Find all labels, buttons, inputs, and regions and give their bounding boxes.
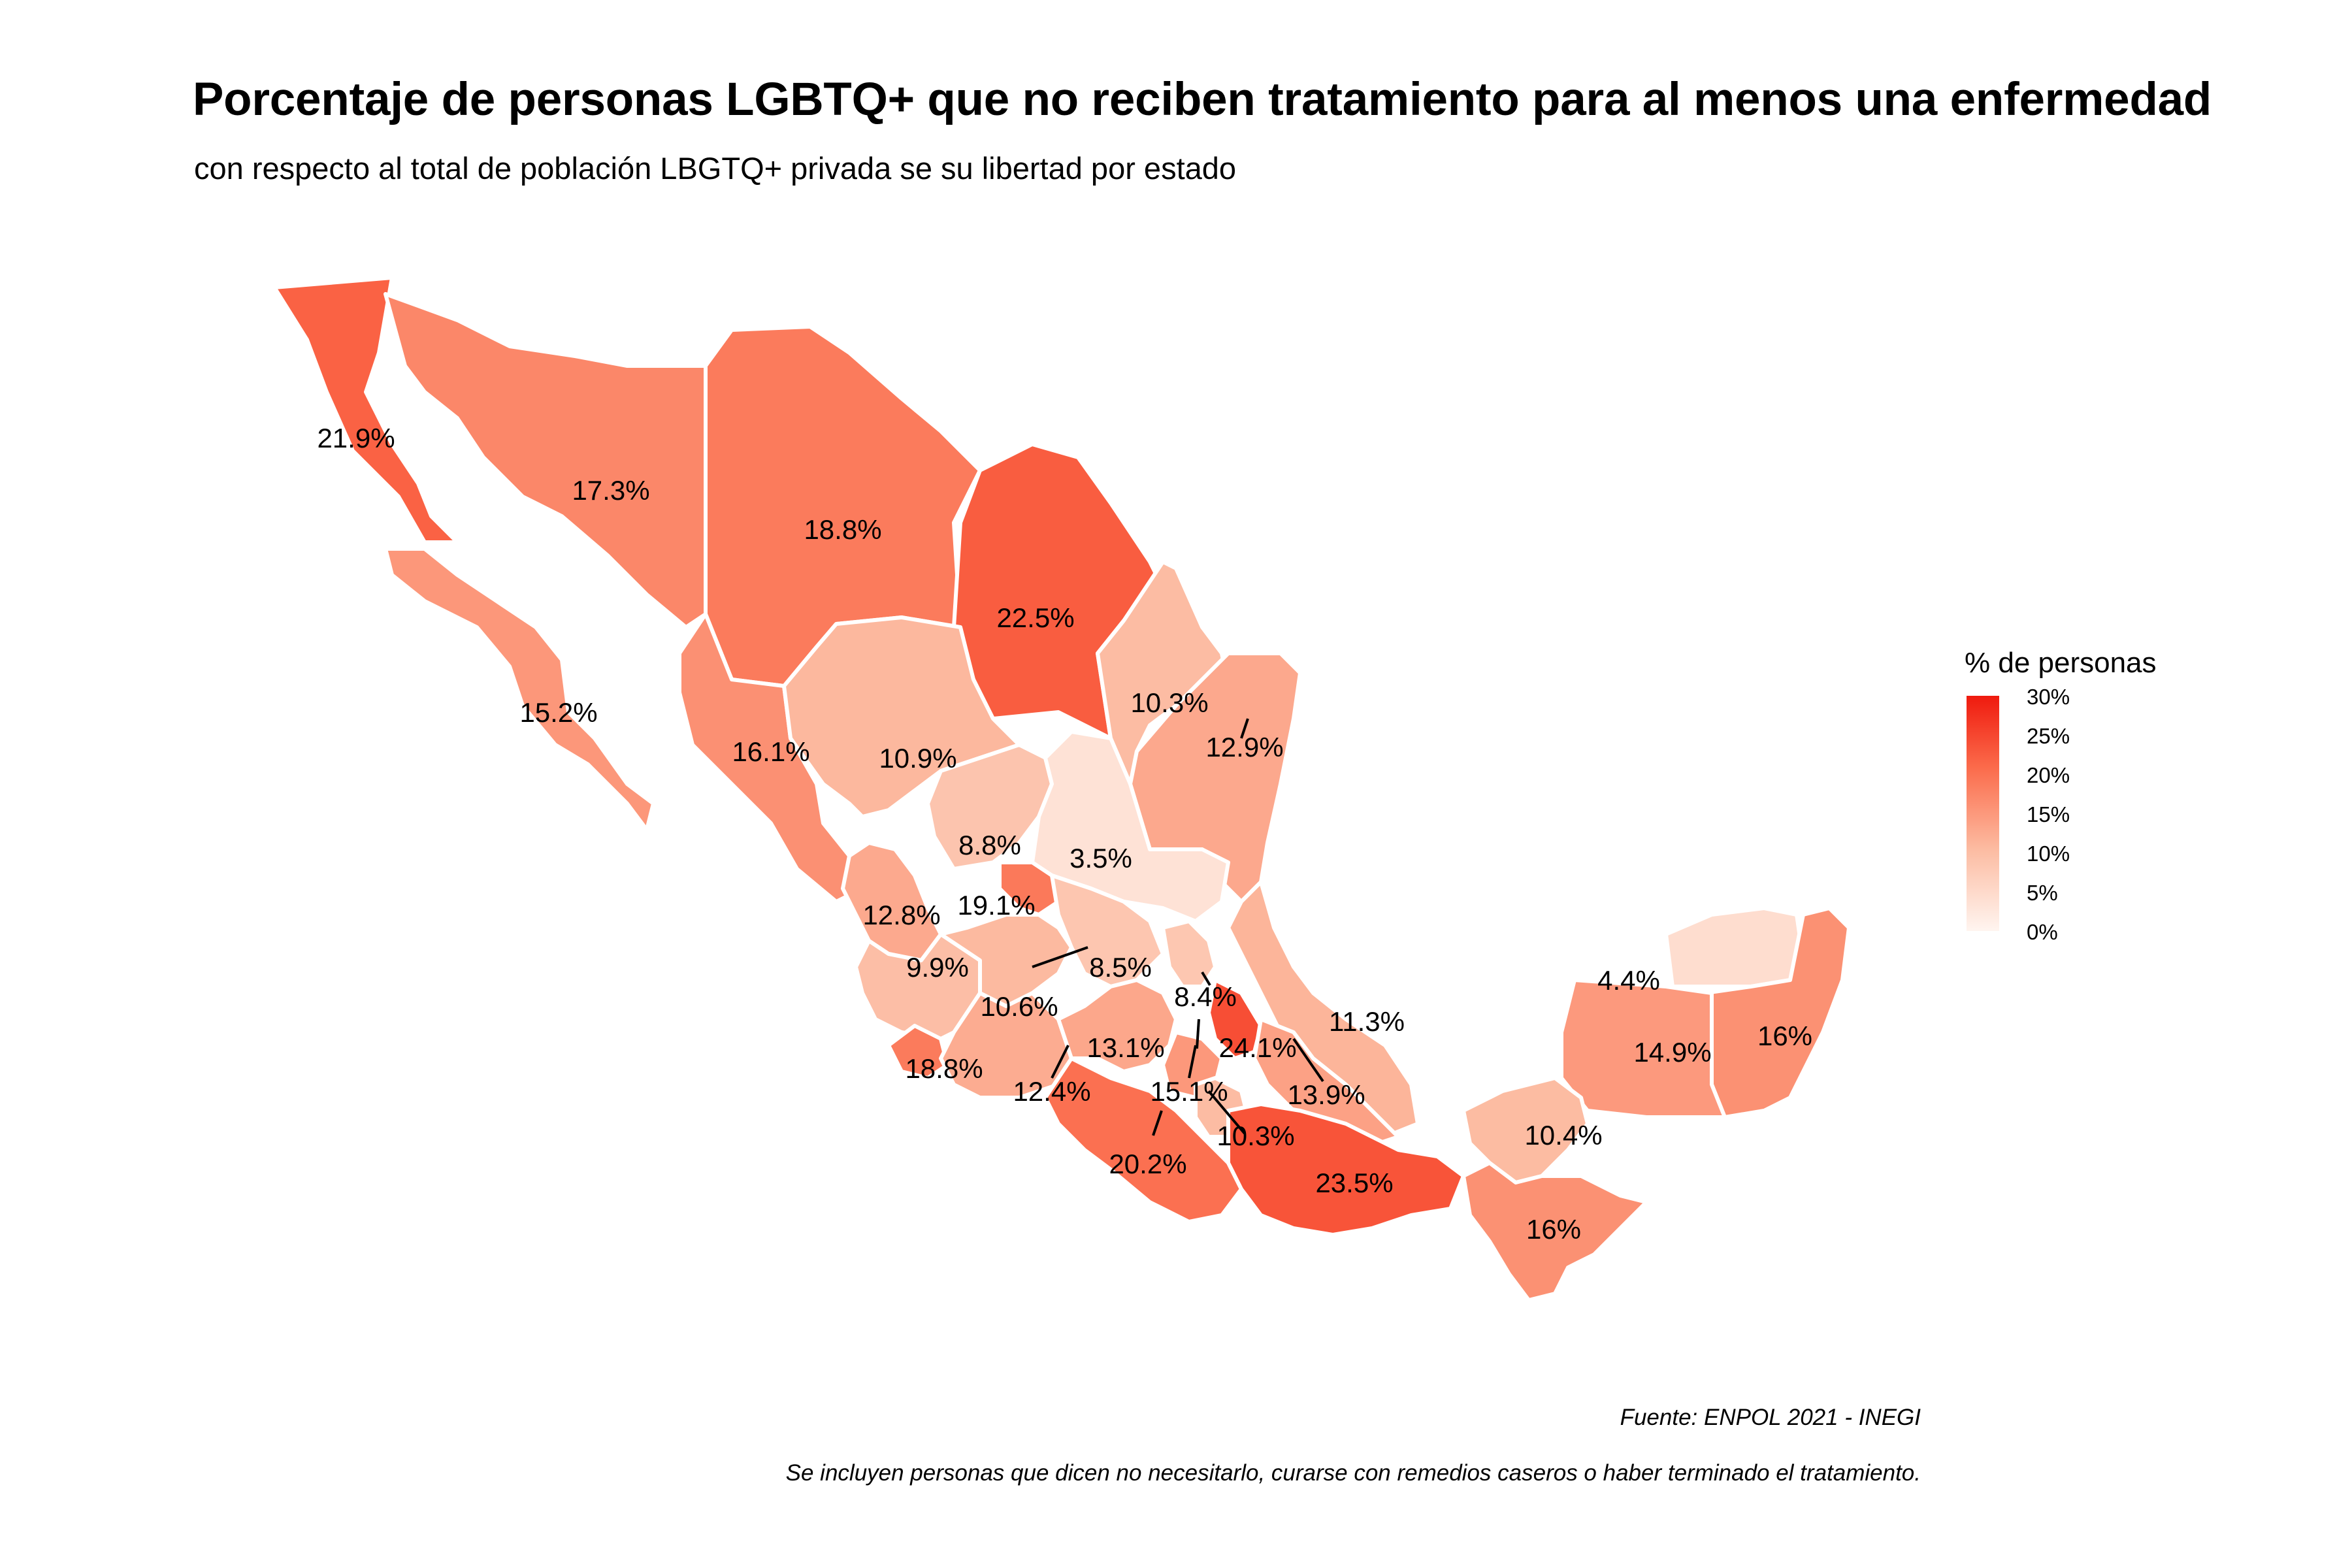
legend-colorbar [1967, 696, 1999, 931]
leader-line [1201, 971, 1211, 987]
state-value-label: 21.9% [317, 423, 395, 453]
state-region [939, 991, 1073, 1100]
state-region [1462, 1076, 1590, 1184]
state-value-label: 10.3% [1130, 687, 1208, 718]
state-region [1161, 919, 1217, 988]
state-value-label: 19.1% [957, 890, 1035, 921]
legend-tick-label: 25% [2027, 724, 2070, 748]
leader-line [1188, 1045, 1197, 1079]
state-value-label: 12.9% [1205, 732, 1283, 762]
note-caption: Se incluyen personas que dicen no necesi… [785, 1460, 1921, 1486]
state-region [1056, 978, 1178, 1073]
legend-tick-label: 0% [2027, 920, 2058, 944]
state-region [1030, 730, 1230, 923]
state-region [1043, 1056, 1243, 1224]
state-value-label: 14.9% [1633, 1037, 1711, 1068]
state-value-label: 18.8% [804, 514, 881, 545]
state-region [939, 913, 1073, 1008]
state-value-label: 10.9% [879, 743, 956, 774]
state-value-label: 16.1% [732, 736, 809, 767]
leader-line [1152, 1110, 1163, 1136]
state-value-label: 8.5% [1089, 952, 1152, 983]
state-value-label: 16% [1526, 1214, 1581, 1245]
state-value-label: 3.5% [1070, 843, 1132, 874]
state-region [1207, 978, 1263, 1060]
legend-tick-label: 30% [2027, 685, 2070, 709]
state-region [272, 276, 492, 544]
legend-tick-label: 15% [2027, 802, 2070, 826]
chart-title: Porcentaje de personas LGBTQ+ que no rec… [193, 74, 2212, 125]
leader-line [1207, 1090, 1246, 1135]
state-region [384, 547, 655, 832]
state-region [384, 292, 714, 629]
state-value-label: 10.6% [980, 991, 1058, 1022]
state-value-label: 13.9% [1287, 1079, 1365, 1110]
leader-line [1292, 1037, 1324, 1083]
state-value-label: 12.4% [1013, 1076, 1090, 1107]
state-value-label: 24.1% [1218, 1032, 1296, 1063]
state-region [887, 1024, 949, 1080]
state-value-label: 16% [1757, 1021, 1812, 1051]
leader-line [1051, 1045, 1070, 1079]
source-caption: Fuente: ENPOL 2021 - INEGI [1620, 1405, 1921, 1430]
state-region [1703, 906, 1851, 1119]
state-value-label: 8.8% [958, 830, 1021, 860]
state-value-label: 9.9% [906, 952, 969, 983]
state-value-label: 18.8% [905, 1053, 983, 1084]
state-value-label: 10.4% [1524, 1120, 1602, 1151]
state-value-label: 22.5% [996, 602, 1074, 633]
state-value-label: 10.3% [1217, 1120, 1294, 1151]
legend-title: % de personas [1965, 647, 2157, 679]
state-region [1462, 1161, 1648, 1302]
state-value-label: 15.1% [1150, 1076, 1228, 1107]
state-value-label: 20.2% [1109, 1149, 1186, 1179]
state-value-label: 11.3% [1329, 1006, 1405, 1037]
state-value-label: 12.8% [862, 900, 940, 930]
state-value-label: 8.4% [1174, 981, 1237, 1012]
state-value-label: 15.2% [519, 697, 597, 728]
legend-tick-label: 10% [2027, 841, 2070, 866]
state-region [1560, 978, 1727, 1119]
chart-subtitle: con respecto al total de población LBGTQ… [194, 151, 1237, 186]
state-region [1226, 1102, 1465, 1237]
state-value-label: 17.3% [572, 475, 649, 506]
leader-line [1032, 946, 1088, 968]
state-region [926, 743, 1054, 871]
state-value-label: 13.1% [1086, 1032, 1164, 1063]
leader-line [1240, 718, 1249, 739]
leader-line [1196, 1019, 1200, 1049]
state-region [1664, 906, 1805, 988]
state-value-label: 4.4% [1597, 965, 1660, 996]
legend-tick-label: 5% [2027, 881, 2058, 905]
state-region [998, 860, 1060, 917]
legend-tick-label: 20% [2027, 763, 2070, 787]
state-value-label: 23.5% [1315, 1168, 1393, 1198]
